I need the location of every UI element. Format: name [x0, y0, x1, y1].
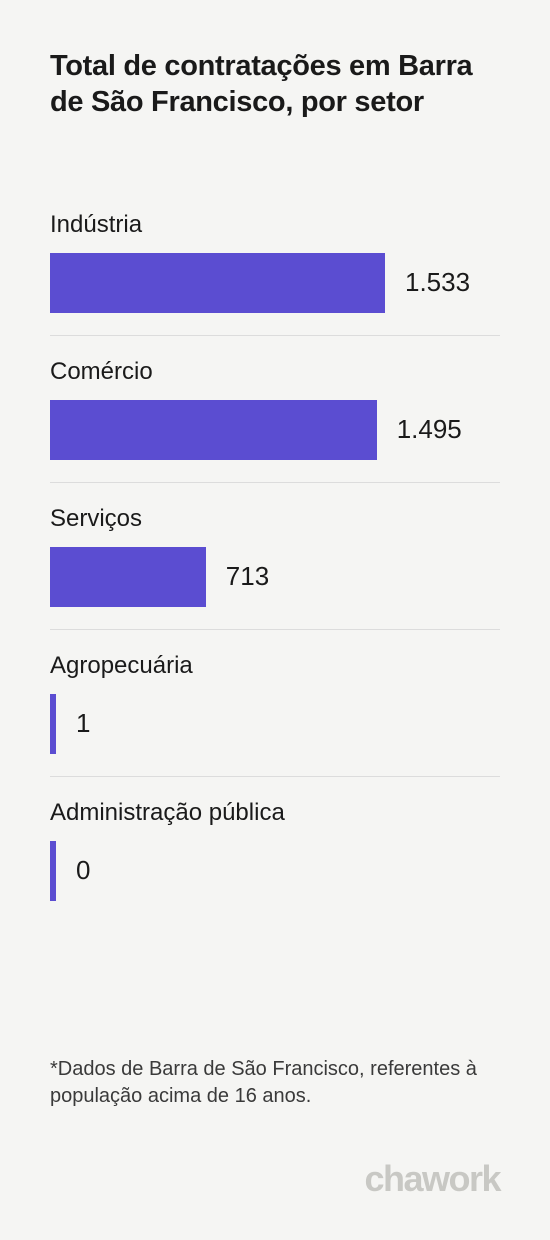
bar-line: 0 [50, 841, 500, 901]
footnote: *Dados de Barra de São Francisco, refere… [50, 1056, 500, 1110]
bar-value: 713 [226, 561, 269, 592]
category-label: Indústria [50, 211, 500, 239]
chart-row: Serviços 713 [50, 505, 500, 630]
bar-line: 1 [50, 694, 500, 754]
bar-value: 1.495 [397, 414, 462, 445]
chart-row: Comércio 1.495 [50, 358, 500, 483]
bar [50, 841, 56, 901]
bar-line: 713 [50, 547, 500, 607]
bar-chart: Indústria 1.533 Comércio 1.495 Serviços 713 Ag… [50, 211, 500, 1047]
category-label: Comércio [50, 358, 500, 386]
category-label: Agropecuária [50, 652, 500, 680]
bar-value: 0 [76, 855, 90, 886]
chart-row: Administração pública 0 [50, 799, 500, 923]
bar-value: 1.533 [405, 267, 470, 298]
chart-row: Indústria 1.533 [50, 211, 500, 336]
bar-line: 1.495 [50, 400, 500, 460]
bar-line: 1.533 [50, 253, 500, 313]
brand-logo: chawork [50, 1158, 500, 1200]
bar [50, 400, 377, 460]
bar [50, 547, 206, 607]
bar-value: 1 [76, 708, 90, 739]
bar [50, 253, 385, 313]
category-label: Administração pública [50, 799, 500, 827]
category-label: Serviços [50, 505, 500, 533]
chart-title: Total de contratações em Barra de São Fr… [50, 48, 500, 121]
bar [50, 694, 56, 754]
chart-row: Agropecuária 1 [50, 652, 500, 777]
